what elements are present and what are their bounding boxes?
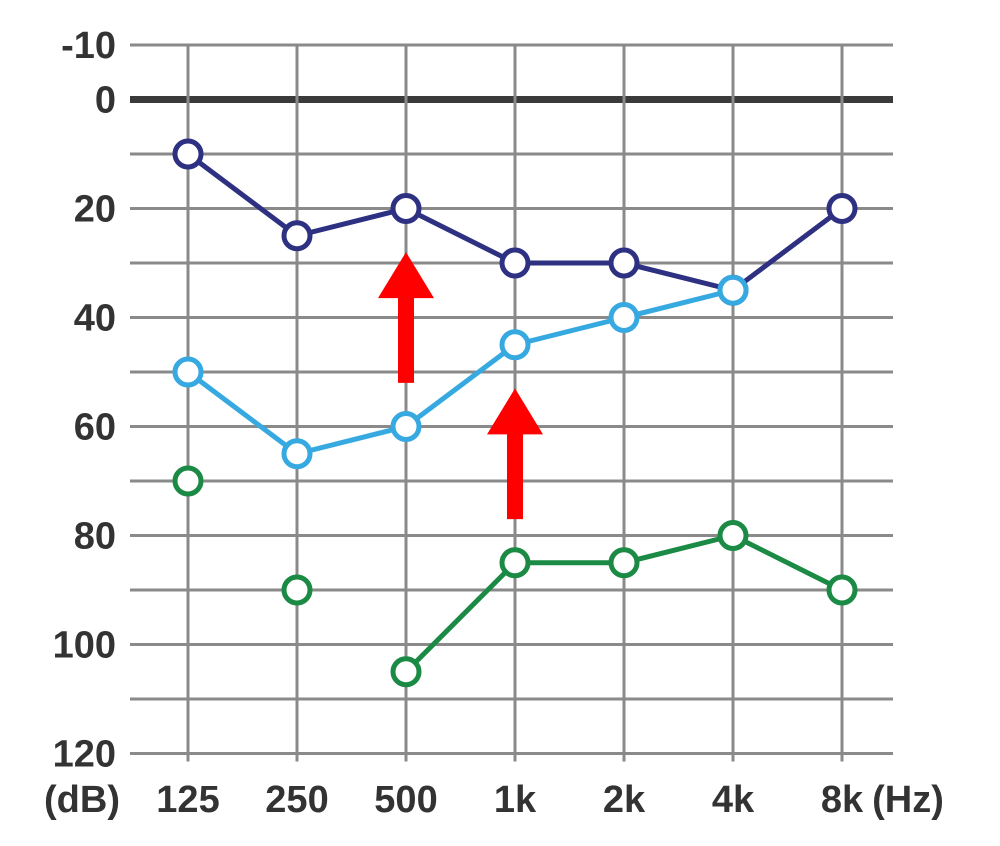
series-2	[172, 274, 749, 470]
series-segment	[185, 151, 300, 239]
data-point	[608, 302, 640, 333]
series-segment	[621, 533, 736, 566]
data-point	[172, 465, 204, 497]
y-tick-label: 80	[74, 516, 116, 558]
y-unit-label: (dB)	[44, 779, 120, 821]
data-point	[281, 438, 313, 470]
series-segment	[294, 424, 409, 457]
data-point	[172, 138, 204, 170]
series-segment	[621, 287, 736, 320]
data-point	[281, 220, 313, 252]
series-3	[172, 465, 858, 688]
y-tick-label: 40	[74, 298, 116, 340]
up-arrow	[378, 252, 434, 383]
arrows-group	[378, 252, 543, 520]
series-segment	[730, 206, 845, 293]
data-point	[826, 193, 858, 224]
x-tick-label: 125	[156, 779, 219, 821]
x-tick-label: 8k	[821, 779, 864, 821]
x-tick-label: 1k	[494, 779, 537, 821]
data-point	[499, 247, 531, 279]
series-segment	[403, 206, 518, 266]
x-tick-label: 500	[374, 779, 437, 821]
series-segment	[403, 560, 518, 675]
data-point	[717, 274, 749, 306]
series-segment	[730, 533, 845, 593]
data-point	[608, 247, 640, 279]
series-segment	[403, 342, 518, 429]
data-point	[717, 520, 749, 551]
y-tick-label: -10	[61, 25, 116, 67]
up-arrow	[487, 388, 543, 520]
series-segment	[621, 260, 736, 293]
series-group	[172, 138, 858, 688]
data-point	[390, 411, 422, 442]
x-axis-ticks: 125 250 500 1k 2k 4k 8k	[156, 779, 864, 821]
y-axis-ticks: -10 0 20 40 60 80 100 120	[53, 25, 116, 776]
x-tick-label: 250	[265, 779, 328, 821]
data-point	[390, 193, 422, 224]
data-point	[390, 656, 422, 688]
y-tick-label: 60	[74, 407, 116, 449]
y-tick-label: 100	[53, 625, 116, 667]
series-segment	[185, 369, 300, 457]
series-segment	[294, 206, 409, 239]
x-tick-label: 4k	[712, 779, 755, 821]
series-segment	[512, 315, 627, 348]
data-point	[499, 547, 531, 579]
y-tick-label: 120	[53, 734, 116, 776]
data-point	[608, 547, 640, 579]
x-tick-label: 2k	[603, 779, 646, 821]
y-tick-label: 0	[95, 80, 116, 122]
y-tick-label: 20	[74, 189, 116, 231]
data-point	[281, 574, 313, 606]
x-unit-label: (Hz)	[872, 779, 944, 821]
data-point	[499, 329, 531, 361]
data-point	[826, 574, 858, 606]
data-point	[172, 356, 204, 388]
